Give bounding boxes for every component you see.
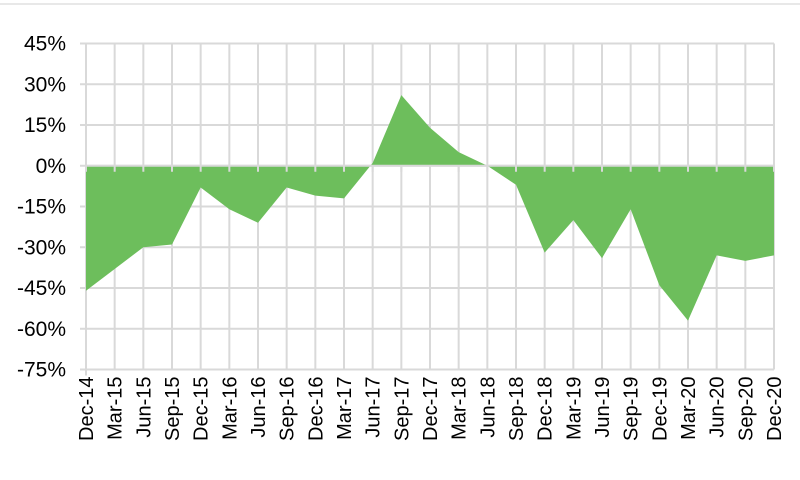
y-tick-label: 15% [24,114,66,137]
x-tick-label: Mar-15 [105,377,127,440]
y-tick-label: 0% [36,155,66,178]
x-tick-label: Dec-15 [191,377,213,441]
y-tick-label: 45% [24,33,66,56]
x-tick-label: Sep-19 [621,377,643,442]
x-tick-label: Mar-17 [334,377,356,440]
x-tick-label: Mar-19 [563,377,585,440]
x-tick-label: Dec-14 [76,377,98,441]
x-tick-label: Sep-17 [391,377,413,442]
x-tick-label: Mar-16 [219,377,241,440]
y-tick-label: -60% [17,318,66,341]
area-series-shape [86,95,774,321]
x-tick-label: Sep-16 [277,377,299,442]
x-tick-label: Mar-20 [678,377,700,440]
x-tick-label: Mar-18 [449,376,471,439]
x-tick-label: Sep-18 [506,377,528,442]
y-tick-label: -30% [17,236,66,259]
x-tick-label: Jun-17 [363,377,385,438]
x-tick-label: Sep-20 [735,377,757,442]
x-tick-label: Jun-20 [707,377,729,438]
x-tick-label: Dec-18 [535,377,557,441]
x-tick-label: Dec-19 [649,377,671,441]
x-tick-label: Dec-17 [420,377,442,441]
x-tick-label: Jun-18 [477,377,499,438]
x-tick-label: Sep-15 [162,377,184,442]
y-tick-label: -45% [17,277,66,300]
y-tick-label: -15% [17,196,66,219]
y-tick-label: 30% [24,73,66,96]
x-tick-label: Dec-20 [764,377,786,441]
x-tick-label: Dec-16 [305,377,327,441]
y-tick-label: -75% [17,359,66,382]
x-tick-label: Jun-15 [133,377,155,438]
x-tick-label: Jun-16 [248,377,270,438]
x-tick-label: Jun-19 [592,377,614,438]
